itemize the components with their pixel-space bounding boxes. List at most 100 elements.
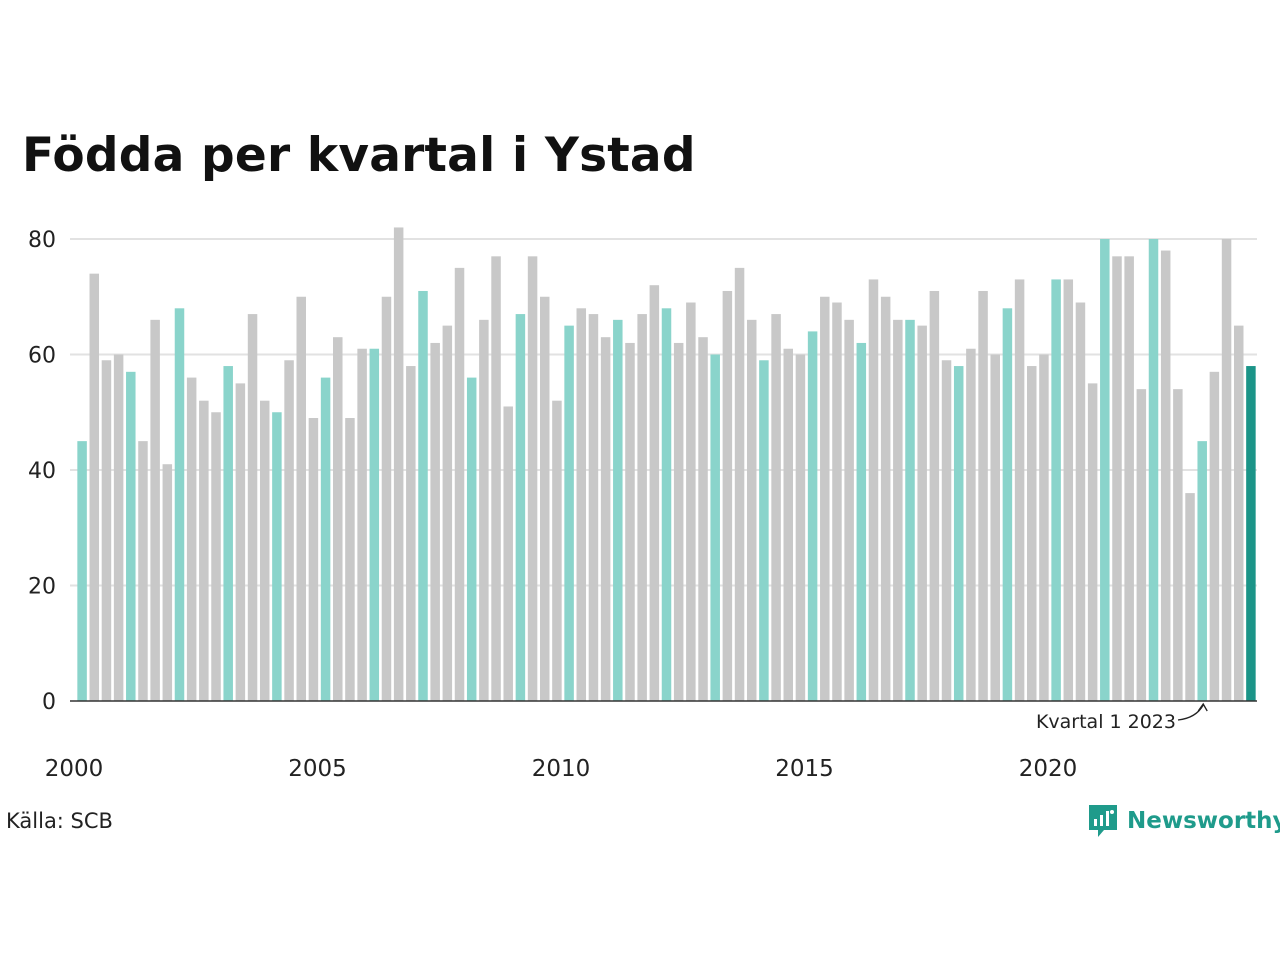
bar (661, 308, 672, 701)
newsworthy-logo-icon (1089, 805, 1117, 837)
bar (357, 348, 367, 701)
bar (795, 354, 806, 701)
bar (296, 296, 306, 701)
newsworthy-logo[interactable]: Newsworthy (1087, 803, 1280, 839)
bar (990, 354, 1000, 701)
bars (77, 227, 1256, 702)
x-tick-label: 2000 (45, 756, 104, 782)
bar (929, 290, 940, 701)
bar (625, 342, 635, 701)
bar (393, 227, 404, 701)
bar (479, 319, 489, 701)
bar (442, 325, 453, 702)
bar (771, 314, 781, 701)
bar (1197, 441, 1207, 702)
x-tick-label: 2020 (1019, 756, 1078, 782)
bar (734, 267, 745, 702)
bar (223, 366, 233, 701)
bar (174, 308, 185, 701)
bar (320, 377, 331, 701)
annotation: Kvartal 1 2023 (1036, 702, 1208, 733)
bar (710, 354, 720, 701)
bar (1087, 383, 1098, 702)
x-tick-label: 2005 (288, 756, 347, 782)
bar (430, 342, 440, 701)
bar (150, 319, 160, 701)
y-tick-label: 20 (28, 575, 56, 600)
bar (113, 354, 124, 701)
bar (211, 412, 221, 701)
bar (333, 337, 343, 701)
bar (600, 337, 611, 701)
bar (637, 314, 647, 701)
bar (673, 342, 684, 701)
annotation-label: Kvartal 1 2023 (1036, 711, 1176, 733)
bar (917, 325, 927, 702)
bar (868, 279, 879, 701)
x-tick-label: 2010 (532, 756, 591, 782)
bar (503, 406, 513, 701)
bar (759, 360, 769, 701)
bar (953, 366, 964, 701)
bar (905, 319, 915, 701)
bar (515, 314, 526, 701)
bar (369, 348, 380, 701)
annotation-arrow (1177, 704, 1204, 721)
bar (893, 319, 903, 701)
bar (247, 314, 258, 701)
bar (126, 371, 136, 701)
y-tick-label: 60 (28, 344, 56, 369)
bar (613, 319, 623, 701)
bar (1136, 389, 1147, 701)
bar (418, 290, 428, 701)
bar (1124, 256, 1134, 701)
bar (101, 360, 112, 701)
annotation-arrowhead (1197, 702, 1208, 712)
bar (138, 441, 148, 702)
bar (454, 267, 465, 702)
y-axis-ticks: 0 20 40 60 80 (28, 228, 56, 715)
bar (746, 319, 757, 701)
bar (1014, 279, 1025, 701)
bar (966, 348, 976, 701)
bar (807, 331, 818, 701)
bar (284, 360, 294, 701)
bar (1039, 354, 1049, 701)
bar (686, 302, 696, 701)
bar (576, 308, 587, 701)
bar (199, 400, 209, 701)
bar (308, 418, 319, 701)
bar (1185, 493, 1195, 701)
y-tick-label: 40 (28, 459, 56, 484)
bar (844, 319, 854, 701)
bar (978, 290, 988, 701)
newsworthy-logo-text: Newsworthy (1127, 808, 1280, 834)
bar (527, 256, 538, 701)
bar (162, 464, 173, 701)
bar (259, 400, 270, 701)
bar (1112, 256, 1122, 701)
y-tick-label: 80 (28, 228, 56, 253)
bar (77, 441, 87, 702)
bar (820, 296, 830, 701)
bar (466, 377, 477, 701)
bar (552, 400, 562, 701)
chart-title: Födda per kvartal i Ystad (22, 128, 696, 183)
bar (272, 412, 282, 701)
bar (722, 290, 733, 701)
bar (698, 337, 708, 701)
bar (1148, 239, 1159, 701)
bar (89, 273, 100, 701)
x-tick-label: 2015 (775, 756, 834, 782)
bar (1160, 250, 1171, 702)
source-note: Källa: SCB (6, 809, 113, 833)
bar (406, 366, 416, 701)
bar (1221, 239, 1232, 701)
bar (1209, 371, 1220, 701)
bar (381, 296, 392, 701)
bar (880, 296, 891, 701)
bar (783, 348, 793, 701)
bar (1173, 389, 1183, 701)
bar (540, 296, 550, 701)
bar (856, 342, 867, 701)
